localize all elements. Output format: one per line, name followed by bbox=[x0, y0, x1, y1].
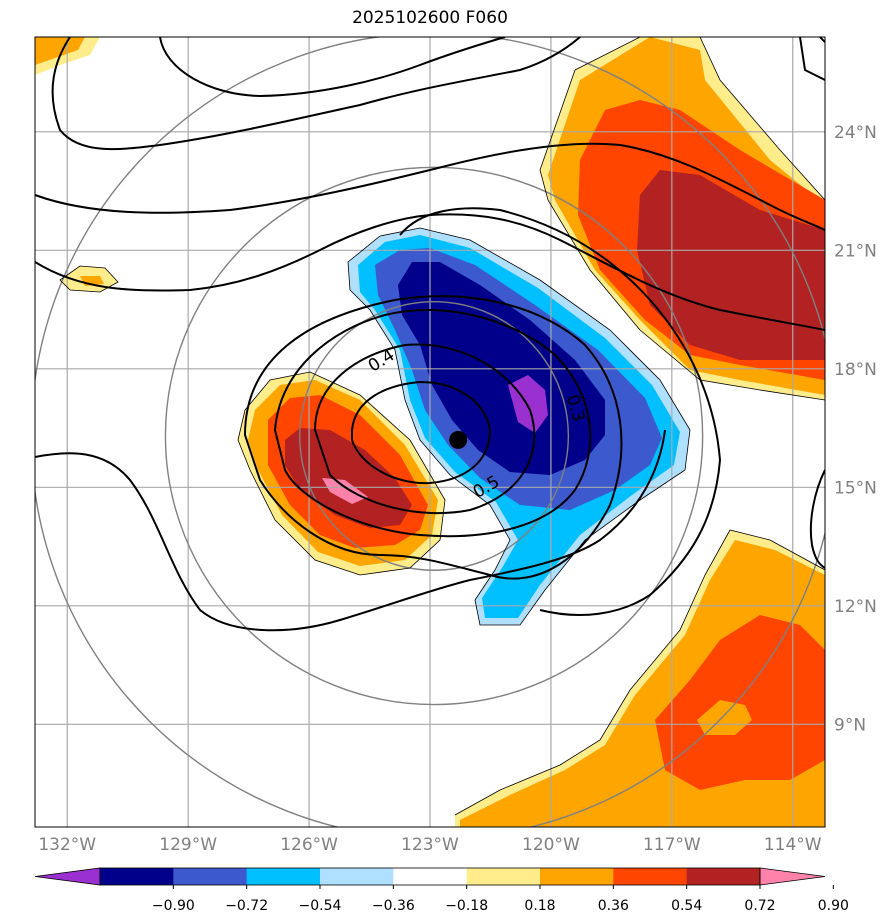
longitude-label: 117°W bbox=[643, 835, 701, 855]
shade-se-red bbox=[655, 615, 825, 790]
colorbar-segment bbox=[246, 868, 321, 885]
colorbar-label: 0.18 bbox=[524, 898, 555, 914]
colorbar-label: 0.72 bbox=[744, 898, 775, 914]
contour-east-short bbox=[799, 37, 825, 81]
contour-inner-5 bbox=[313, 343, 536, 515]
contour-south bbox=[35, 429, 666, 632]
longitude-tick-labels: 132°W 129°W 126°W 123°W 120°W 117°W 114°W bbox=[38, 835, 821, 855]
map-frame bbox=[34, 36, 826, 828]
colorbar-label: −0.72 bbox=[225, 898, 268, 914]
longitude-label: 132°W bbox=[38, 835, 96, 855]
colorbar: −0.90 −0.72 −0.54 −0.36 −0.18 0.18 0.36 0.54 0.7… bbox=[34, 867, 849, 914]
shade-nw-corner-orange bbox=[35, 37, 85, 65]
latitude-label: 21°N bbox=[834, 241, 877, 261]
colorbar-label: 0.54 bbox=[671, 898, 702, 914]
colorbar-segment bbox=[466, 868, 541, 885]
colorbar-label: 0.36 bbox=[598, 898, 629, 914]
colorbar-extend-high bbox=[759, 867, 826, 886]
colorbar-label: −0.54 bbox=[299, 898, 342, 914]
range-ring bbox=[299, 300, 570, 571]
longitude-label: 129°W bbox=[159, 835, 217, 855]
shade-dipole-pos-pink bbox=[322, 478, 368, 504]
latitude-tick-labels: 9°N 12°N 15°N 18°N 21°N 24°N bbox=[834, 123, 877, 735]
colorbar-segment bbox=[686, 868, 761, 885]
contour-nw-2 bbox=[159, 37, 506, 98]
contour-nw-1 bbox=[51, 37, 581, 151]
latitude-label: 24°N bbox=[834, 123, 877, 143]
contour-east-2 bbox=[819, 37, 825, 43]
colorbar-extend-low bbox=[34, 867, 101, 886]
colorbar-segment bbox=[320, 868, 394, 885]
contour-outer-3 bbox=[243, 295, 623, 580]
longitude-label: 120°W bbox=[522, 835, 580, 855]
contour-se-edge bbox=[809, 469, 825, 569]
latitude-label: 12°N bbox=[834, 597, 877, 617]
colorbar-segment bbox=[393, 868, 468, 885]
range-ring bbox=[164, 166, 704, 706]
colorbar-segment bbox=[613, 868, 688, 885]
map-title: 2025102600 F060 bbox=[352, 8, 508, 28]
colorbar-outline bbox=[99, 867, 761, 886]
latitude-label: 18°N bbox=[834, 360, 877, 380]
latitude-label: 9°N bbox=[834, 715, 866, 735]
contour-big-2 bbox=[399, 207, 722, 616]
longitude-label: 123°W bbox=[401, 835, 459, 855]
colorbar-segment bbox=[100, 868, 174, 885]
colorbar-label: −0.36 bbox=[372, 898, 415, 914]
range-rings bbox=[35, 37, 825, 827]
shade-ne-darkred bbox=[637, 170, 825, 360]
contour-lines bbox=[35, 37, 825, 632]
contour-label: 0.4 bbox=[365, 345, 399, 376]
contour-n-1 bbox=[35, 142, 825, 231]
longitude-label: 114°W bbox=[764, 835, 822, 855]
graticule bbox=[35, 37, 825, 827]
colorbar-label: −0.18 bbox=[445, 898, 488, 914]
contour-inner-6 bbox=[351, 380, 492, 485]
shading-outlines bbox=[59, 37, 825, 816]
latitude-label: 15°N bbox=[834, 478, 877, 498]
contour-inner-4 bbox=[273, 308, 592, 538]
shade-se-hole bbox=[697, 700, 752, 735]
longitude-label: 126°W bbox=[280, 835, 338, 855]
colorbar-label: −0.90 bbox=[152, 898, 195, 914]
colorbar-label: 0.90 bbox=[818, 898, 849, 914]
storm-center-marker bbox=[449, 430, 468, 449]
colorbar-segment bbox=[540, 868, 614, 885]
colorbar-segment bbox=[173, 868, 248, 885]
shade-dipole-neg-purple bbox=[508, 375, 548, 433]
